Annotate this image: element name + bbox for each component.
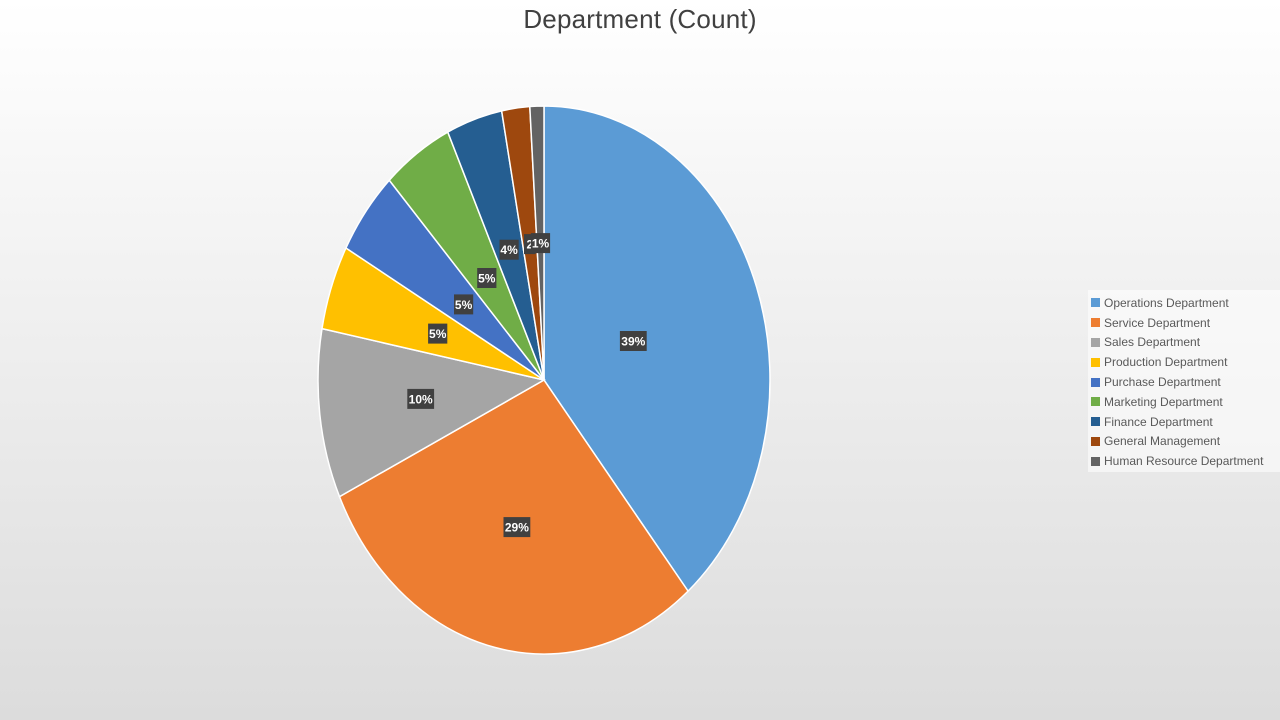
chart-title: Department (Count) (523, 4, 757, 34)
data-label-text: 4% (500, 243, 518, 257)
legend-label: Human Resource Department (1104, 454, 1264, 469)
legend-label: Service Department (1104, 315, 1211, 330)
legend-item-general-management: General Management (1088, 432, 1280, 452)
data-label-text: 5% (455, 298, 473, 312)
legend-label: Operations Department (1104, 295, 1229, 310)
legend-item-sales-department: Sales Department (1088, 333, 1280, 353)
data-label-box (428, 323, 448, 344)
data-label-human-resource-department: 1% (530, 233, 551, 254)
legend-swatch (1091, 436, 1100, 446)
legend-item-service-department: Service Department (1088, 313, 1280, 333)
legend-swatch (1091, 318, 1100, 328)
legend: Operations Department Service Department S… (1088, 290, 1280, 472)
data-label-text: 39% (621, 335, 645, 349)
legend-item-production-department: Production Department (1088, 352, 1280, 372)
legend-label: Marketing Department (1104, 394, 1223, 409)
data-label-sales-department: 10% (407, 388, 435, 409)
data-label-finance-department: 4% (499, 239, 519, 260)
legend-swatch (1091, 456, 1100, 466)
legend-label: Sales Department (1104, 335, 1201, 350)
data-label-marketing-department: 5% (477, 268, 497, 288)
legend-item-human-resource-department: Human Resource Department (1088, 451, 1280, 471)
pie-slice-service-department (338, 379, 690, 655)
data-label-box (503, 517, 531, 538)
data-label-service-department: 29% (503, 517, 531, 538)
data-label-general-management: 2 (524, 234, 536, 255)
legend-label: Finance Department (1104, 414, 1213, 429)
data-label-production-department: 5% (428, 323, 448, 344)
legend-swatch (1091, 377, 1100, 387)
legend-swatch (1091, 417, 1100, 427)
legend-item-marketing-department: Marketing Department (1088, 392, 1280, 412)
legend-item-finance-department: Finance Department (1088, 412, 1280, 432)
legend-swatch (1091, 337, 1100, 347)
legend-swatch (1091, 397, 1100, 407)
data-label-box (524, 234, 536, 255)
legend-swatch (1091, 298, 1100, 308)
pie-slice-operations-department (543, 105, 771, 593)
data-label-box (477, 268, 497, 288)
legend-label: General Management (1104, 434, 1221, 449)
data-label-box (619, 331, 647, 351)
data-label-text: 5% (478, 272, 496, 286)
data-label-box (499, 239, 519, 260)
data-label-operations-department: 39% (619, 331, 647, 351)
legend-item-operations-department: Operations Department (1088, 293, 1280, 313)
pie-slice-sales-department (317, 327, 547, 498)
data-label-text: 10% (409, 392, 433, 406)
data-label-box (530, 233, 551, 254)
data-label-text: 1% (532, 237, 550, 251)
data-label-purchase-department: 5% (454, 294, 474, 315)
data-label-box (407, 388, 435, 409)
data-label-box (454, 294, 474, 315)
legend-label: Production Department (1104, 355, 1228, 370)
legend-swatch (1091, 357, 1100, 367)
legend-item-purchase-department: Purchase Department (1088, 372, 1280, 392)
data-label-text: 2 (526, 238, 533, 252)
data-label-text: 29% (505, 521, 529, 535)
data-label-text: 5% (429, 327, 447, 341)
legend-label: Purchase Department (1104, 375, 1221, 390)
